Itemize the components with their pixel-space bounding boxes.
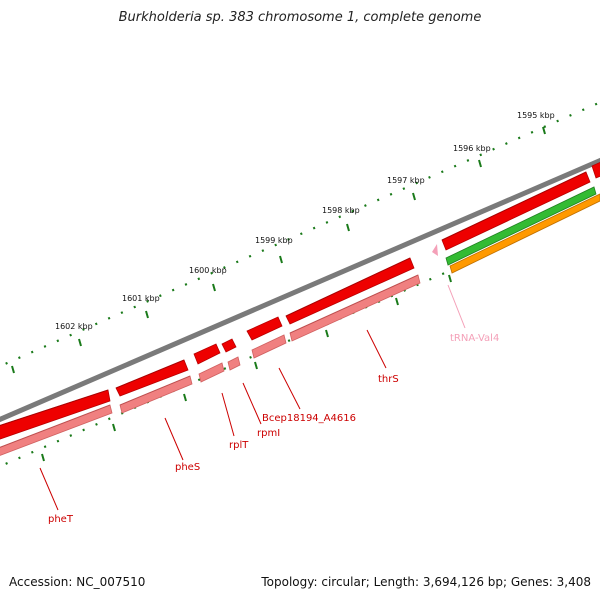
gene-Bcep18194_A4616[interactable] [251, 334, 287, 359]
cds-upstream-2[interactable] [591, 158, 600, 179]
cds-Bcep18194_A4616[interactable] [246, 316, 283, 341]
cds-rpmI[interactable] [221, 338, 237, 353]
gene-labels: pheT pheS rplT rpmI Bcep18194_A4616 thrS… [48, 333, 499, 525]
scale-label-1599: 1599 kbp [255, 236, 293, 245]
scale-label-1600: 1600 kbp [189, 266, 227, 275]
rrna-bar[interactable] [445, 186, 597, 266]
gene-label-thrS[interactable]: thrS [378, 374, 399, 385]
gene-label-rplT[interactable]: rplT [229, 440, 249, 451]
scale-label-1602: 1602 kbp [55, 322, 93, 331]
gene-rpmI[interactable] [227, 356, 241, 371]
cds-rplT[interactable] [193, 343, 221, 365]
scale-label-1601: 1601 kbp [122, 294, 160, 303]
genome-summary-text: Topology: circular; Length: 3,694,126 bp… [261, 575, 591, 589]
inner-major-ticks [41, 274, 452, 462]
scale-label-1596: 1596 kbp [453, 144, 491, 153]
scale-labels: 1595 kbp 1596 kbp 1597 kbp 1598 kbp 1599… [55, 111, 555, 331]
scale-label-1595: 1595 kbp [517, 111, 555, 120]
trna-val4-marker[interactable] [432, 244, 438, 256]
scale-label-1598: 1598 kbp [322, 206, 360, 215]
label-leaders [39, 284, 466, 511]
outer-major-ticks [11, 126, 546, 374]
map-title: Burkholderia sp. 383 chromosome 1, compl… [118, 10, 482, 25]
gene-rplT[interactable] [198, 362, 225, 383]
chromosome-backbone [0, 157, 600, 423]
gene-label-Bcep18194_A4616[interactable]: Bcep18194_A4616 [262, 413, 356, 424]
inner-tick-track [0, 260, 471, 468]
accession-text: Accession: NC_007510 [9, 575, 146, 589]
gene-label-rpmI[interactable]: rpmI [257, 428, 280, 439]
gene-label-pheS[interactable]: pheS [175, 462, 200, 473]
cds-features [0, 158, 600, 440]
rna-features [432, 186, 600, 274]
gene-label-pheT[interactable]: pheT [48, 514, 74, 525]
scale-label-1597: 1597 kbp [387, 176, 425, 185]
trna-bar[interactable] [449, 193, 600, 274]
gene-features [0, 274, 421, 456]
gene-label-tRNA-Val4[interactable]: tRNA-Val4 [450, 333, 499, 344]
